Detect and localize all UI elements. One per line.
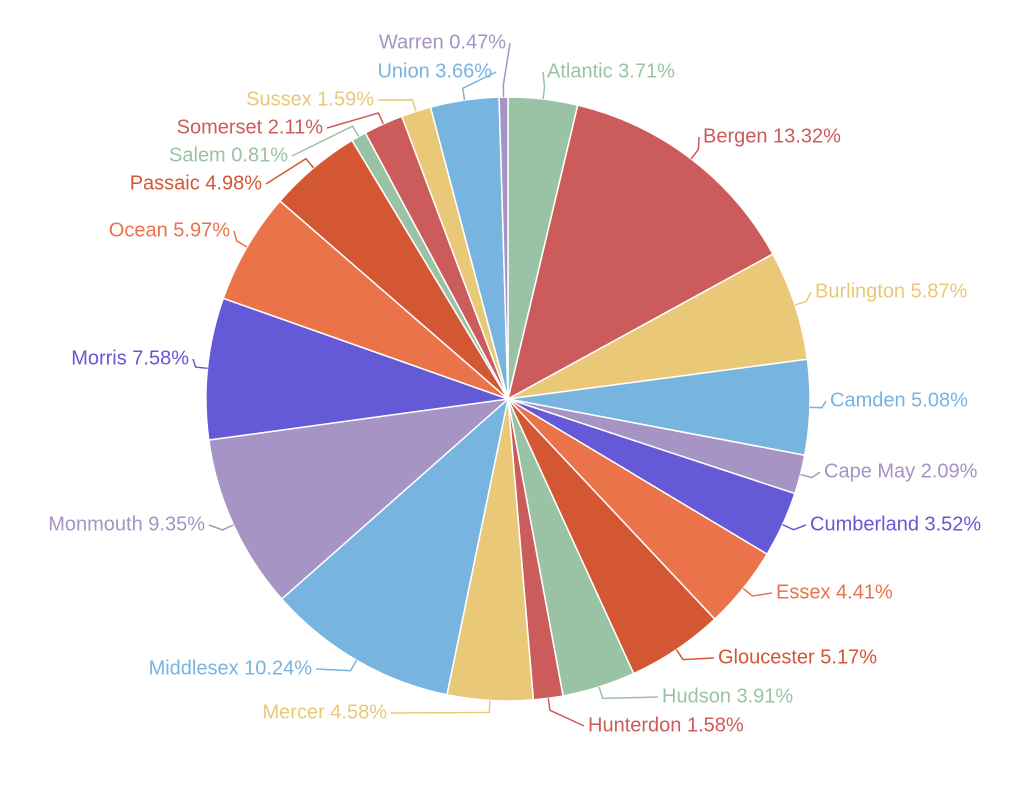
slice-label-salem: Salem 0.81% (169, 144, 288, 166)
leader-line-salem (291, 125, 360, 157)
slice-label-essex: Essex 4.41% (776, 581, 893, 603)
leader-line-cumberland (782, 523, 807, 531)
leader-line-essex (742, 587, 773, 597)
slice-label-bergen: Bergen 13.32% (703, 125, 841, 147)
slice-label-camden: Camden 5.08% (830, 389, 968, 411)
slice-label-middlesex: Middlesex 10.24% (149, 657, 313, 679)
leader-line-mercer (390, 700, 491, 714)
leader-line-camden (809, 400, 827, 409)
leader-line-somerset (326, 112, 384, 129)
slice-label-cumberland: Cumberland 3.52% (810, 513, 981, 535)
slice-label-sussex: Sussex 1.59% (246, 88, 374, 110)
slice-label-ocean: Ocean 5.97% (109, 219, 230, 241)
slice-label-atlantic: Atlantic 3.71% (547, 60, 675, 82)
slice-label-mercer: Mercer 4.58% (263, 701, 388, 723)
pie-slice-monmouth (207, 397, 511, 601)
leader-line-monmouth (208, 524, 234, 531)
slice-label-gloucester: Gloucester 5.17% (718, 646, 877, 668)
slice-label-union: Union 3.66% (377, 60, 492, 82)
leader-line-ocean (233, 230, 248, 248)
leader-line-cape-may (800, 471, 821, 479)
slice-label-burlington: Burlington 5.87% (815, 280, 968, 302)
slice-label-warren: Warren 0.47% (379, 31, 506, 53)
leader-line-passaic (265, 157, 315, 185)
leader-line-morris (192, 358, 208, 370)
slice-labels: Atlantic 3.71% Bergen 13.32% Burlington 5.… (48, 31, 981, 736)
leader-line-gloucester (675, 649, 715, 661)
slice-label-cape-may: Cape May 2.09% (824, 460, 978, 482)
leader-line-bergen (690, 136, 700, 160)
leader-line-hunterdon (547, 698, 585, 727)
slice-label-somerset: Somerset 2.11% (177, 116, 324, 138)
leader-line-burlington (794, 291, 812, 306)
pie-slice-warren (498, 96, 509, 400)
leader-line-middlesex (315, 659, 358, 672)
slice-label-passaic: Passaic 4.98% (130, 172, 263, 194)
leader-line-union (461, 71, 497, 101)
leader-lines (192, 42, 827, 727)
pie-slices (205, 96, 811, 702)
slice-label-monmouth: Monmouth 9.35% (48, 513, 205, 535)
leader-line-atlantic (542, 71, 546, 100)
slice-label-morris: Morris 7.58% (71, 347, 189, 369)
pie-slice-bergen (506, 104, 774, 401)
slice-label-hunterdon: Hunterdon 1.58% (588, 714, 744, 736)
leader-line-hudson (598, 686, 659, 700)
slice-label-hudson: Hudson 3.91% (662, 685, 793, 707)
leader-line-sussex (377, 99, 417, 112)
leader-line-warren (502, 42, 511, 98)
pie-slice-morris (205, 297, 509, 441)
